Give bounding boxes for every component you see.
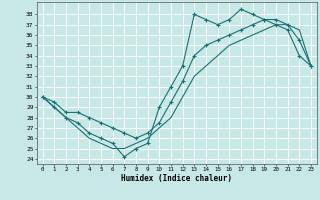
X-axis label: Humidex (Indice chaleur): Humidex (Indice chaleur) xyxy=(121,174,232,183)
